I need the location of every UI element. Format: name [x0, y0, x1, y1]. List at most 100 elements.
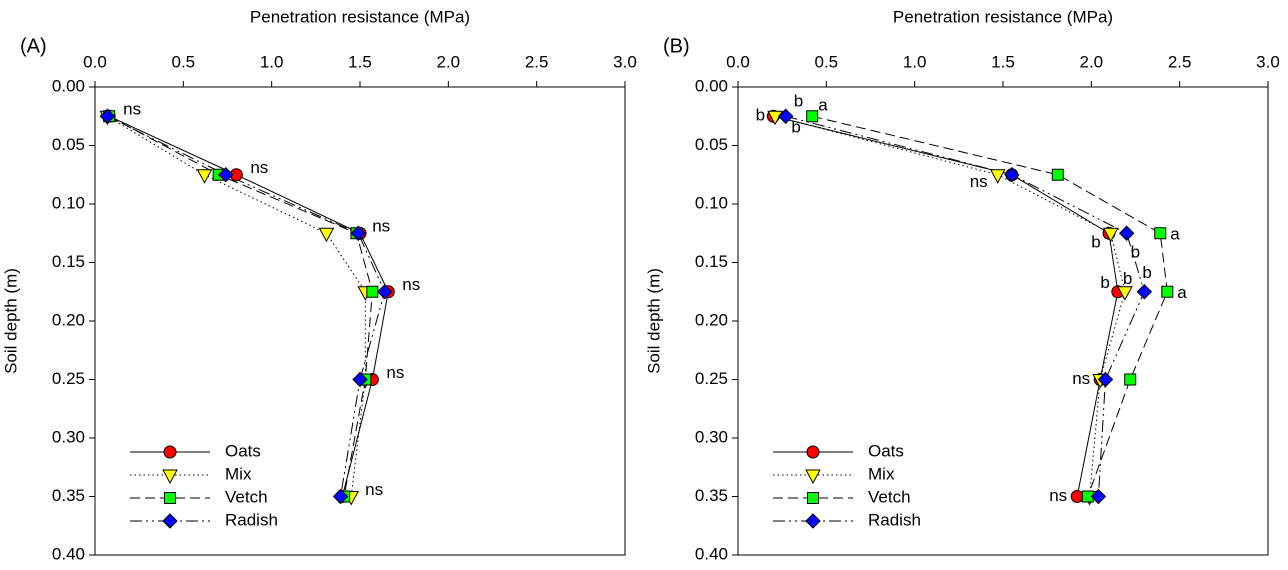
y-tick-label: 0.15	[695, 252, 728, 271]
x-tick-label: 2.5	[1168, 52, 1192, 71]
x-tick-label: 0.0	[83, 52, 107, 71]
annotation: ns	[386, 363, 404, 382]
marker	[1118, 225, 1135, 241]
annotation: ns	[970, 172, 988, 191]
annotation: ns	[123, 100, 141, 119]
y-tick-label: 0.25	[695, 369, 728, 388]
x-tick-label: 0.0	[726, 52, 750, 71]
x-axis-title: Penetration resistance (MPa)	[893, 7, 1113, 26]
legend-label: Oats	[225, 441, 261, 460]
legend-label: Vetch	[225, 487, 268, 506]
x-tick-label: 1.5	[348, 52, 372, 71]
annotation: a	[1170, 225, 1180, 244]
marker	[777, 108, 794, 124]
y-tick-label: 0.30	[695, 427, 728, 446]
legend-marker	[162, 513, 178, 529]
y-axis-title: Soil depth (m)	[644, 268, 663, 374]
annotation: b	[756, 106, 765, 125]
marker	[218, 167, 234, 183]
legend-label: Radish	[225, 510, 278, 529]
marker	[1102, 227, 1119, 243]
annotation: a	[1177, 283, 1187, 302]
y-tick-label: 0.10	[695, 193, 728, 212]
marker	[1117, 286, 1133, 301]
marker	[1154, 227, 1167, 240]
panel-label: (A)	[20, 35, 47, 57]
series-line	[812, 115, 1168, 497]
series-line	[774, 115, 1126, 497]
series-line	[107, 115, 366, 497]
plot-frame	[94, 86, 626, 556]
y-tick-label: 0.30	[52, 427, 85, 446]
marker	[1081, 490, 1094, 503]
marker	[99, 108, 116, 124]
annotation: b	[791, 118, 800, 137]
legend-label: Mix	[225, 464, 252, 483]
y-tick-label: 0.00	[695, 76, 728, 95]
marker	[1090, 488, 1107, 505]
marker	[377, 284, 393, 300]
annotation: ns	[365, 480, 383, 499]
series-line	[108, 115, 389, 497]
series-line	[108, 115, 373, 497]
legend-marker	[805, 469, 821, 485]
legend-marker	[806, 445, 820, 459]
marker	[318, 227, 335, 243]
marker	[1097, 371, 1114, 388]
y-tick-label: 0.35	[695, 486, 728, 505]
annotation: b	[1142, 263, 1151, 282]
marker	[1070, 490, 1084, 503]
y-tick-label: 0.05	[695, 135, 728, 154]
y-tick-label: 0.05	[52, 135, 85, 154]
annotation: ns	[372, 217, 390, 236]
legend-marker	[162, 469, 178, 485]
annotation: ns	[250, 158, 268, 177]
legend-label: Mix	[868, 464, 895, 483]
legend-marker	[805, 513, 821, 529]
series-line	[785, 115, 1145, 497]
annotation: b	[1123, 269, 1132, 288]
y-tick-label: 0.25	[52, 369, 85, 388]
y-tick-label: 0.40	[695, 544, 728, 563]
legend-marker	[164, 492, 176, 504]
legend-label: Radish	[868, 510, 921, 529]
legend-label: Oats	[868, 441, 904, 460]
y-tick-label: 0.35	[52, 486, 85, 505]
y-axis-title: Soil depth (m)	[1, 268, 20, 374]
marker	[1004, 167, 1020, 183]
legend-marker	[807, 492, 819, 504]
marker	[352, 371, 368, 388]
annotation: b	[1091, 233, 1100, 252]
y-tick-label: 0.10	[52, 193, 85, 212]
x-tick-label: 3.0	[1256, 52, 1280, 71]
x-axis-title: Penetration resistance (MPa)	[250, 7, 470, 26]
x-tick-label: 2.0	[1080, 52, 1104, 71]
annotation: ns	[402, 275, 420, 294]
x-tick-label: 2.5	[525, 52, 549, 71]
marker	[1124, 373, 1137, 386]
marker	[196, 169, 213, 184]
marker	[350, 225, 366, 241]
y-tick-label: 0.00	[52, 76, 85, 95]
plot-frame	[737, 86, 1269, 556]
x-tick-label: 0.5	[815, 52, 839, 71]
marker	[767, 110, 783, 126]
x-tick-label: 1.5	[991, 52, 1015, 71]
legend-marker	[163, 445, 177, 459]
annotation: ns	[1072, 369, 1090, 388]
annotation: b	[1131, 243, 1140, 262]
marker	[366, 285, 379, 298]
marker	[806, 110, 819, 123]
x-tick-label: 3.0	[613, 52, 637, 71]
marker	[1136, 284, 1153, 300]
marker	[989, 169, 1006, 184]
annotation: b	[794, 92, 803, 111]
x-tick-label: 1.0	[903, 52, 927, 71]
y-tick-label: 0.15	[52, 252, 85, 271]
series-line	[773, 115, 1119, 497]
marker	[1161, 285, 1174, 298]
series-line	[107, 115, 386, 497]
annotation: ns	[1049, 486, 1067, 505]
legend-label: Vetch	[868, 487, 911, 506]
